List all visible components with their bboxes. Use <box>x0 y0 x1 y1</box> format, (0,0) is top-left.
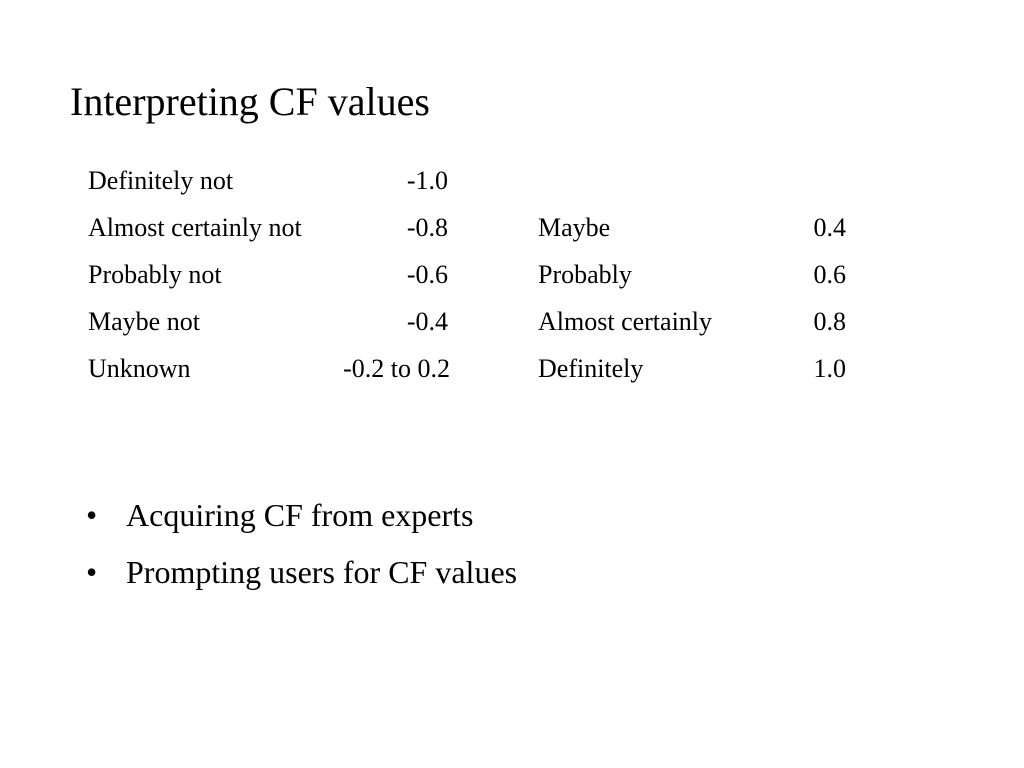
cf-value-maybe-not: -0.4 <box>406 307 448 336</box>
cf-term-definitely: Definitely <box>538 354 644 383</box>
cf-term-maybe: Maybe <box>538 213 611 242</box>
slide-title: Interpreting CF values <box>70 79 430 124</box>
cf-term-unknown: Unknown <box>88 354 191 383</box>
cf-value-almost-certainly-not: -0.8 <box>406 213 448 242</box>
cf-term-probably-not: Probably not <box>88 260 222 289</box>
bullet-list: • Acquiring CF from experts • Prompting … <box>86 495 517 609</box>
cf-value-probably: 0.6 <box>813 260 847 289</box>
bullet-text-acquiring-cf: Acquiring CF from experts <box>126 497 474 533</box>
bullet-item: • Prompting users for CF values <box>86 552 517 609</box>
cf-term-probably: Probably <box>538 260 632 289</box>
bullet-item: • Acquiring CF from experts <box>86 495 517 552</box>
cf-value-definitely: 1.0 <box>813 354 847 383</box>
bullet-marker: • <box>86 554 98 590</box>
cf-term-almost-certainly: Almost certainly <box>538 307 713 336</box>
cf-values-table: Definitely not -1.0 Almost certainly not… <box>88 166 847 383</box>
cf-value-almost-certainly: 0.8 <box>813 307 847 336</box>
bullet-marker: • <box>86 497 98 533</box>
cf-value-maybe: 0.4 <box>813 213 847 242</box>
cf-value-probably-not: -0.6 <box>406 260 448 289</box>
cf-value-definitely-not: -1.0 <box>406 166 448 195</box>
cf-term-almost-certainly-not: Almost certainly not <box>88 213 302 242</box>
cf-value-unknown: -0.2 to 0.2 <box>343 354 450 383</box>
bullet-text-prompting-users: Prompting users for CF values <box>126 554 518 590</box>
cf-term-maybe-not: Maybe not <box>88 307 200 336</box>
cf-term-definitely-not: Definitely not <box>88 166 234 195</box>
